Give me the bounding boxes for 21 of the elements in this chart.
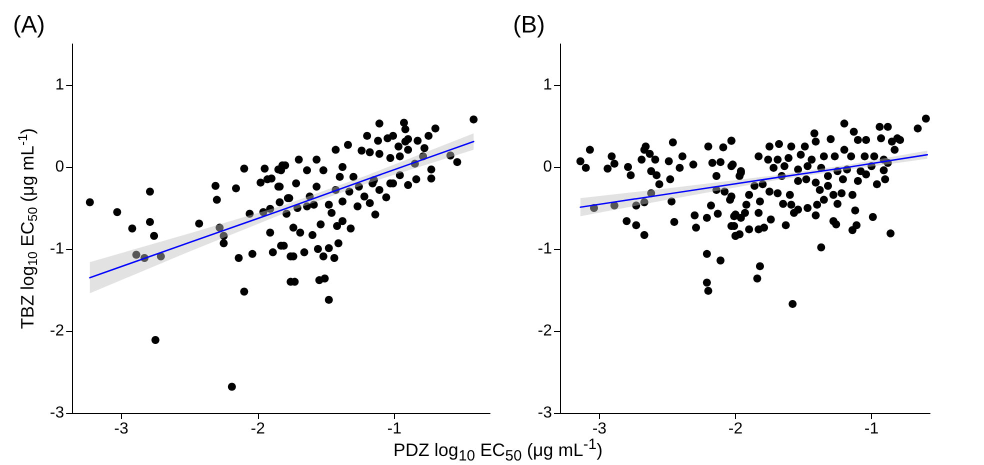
y-tick-label: 1 [543,76,552,94]
y-tick-label: -3 [50,404,64,422]
x-tick-label: -3 [592,420,607,438]
x-tick-label: -1 [387,420,402,438]
y-tick-label: -2 [50,322,64,340]
y-tick-label: -1 [538,240,552,258]
y-axis-title: TBZ log10 EC50 (μg mL-1) [15,128,40,329]
y-tick-label: 0 [55,158,64,176]
x-tick-label: -3 [114,420,128,438]
x-tick-label: -2 [728,420,743,438]
chart-title: (A) [13,12,45,38]
y-tick-label: -2 [538,322,552,340]
x-axis-title: PDZ log$_{10}$ EC$_{50}$ (μg mL$^{-1}$) [392,436,604,465]
y-tick-label: -1 [50,240,64,258]
x-tick-label: -1 [864,420,879,438]
x-tick-label: -2 [250,420,266,438]
y-tick-label: 1 [55,76,64,94]
y-tick-label: 0 [543,158,552,176]
chart-title: (B) [513,12,545,38]
y-tick-label: -3 [538,404,552,422]
line-series [580,154,928,208]
